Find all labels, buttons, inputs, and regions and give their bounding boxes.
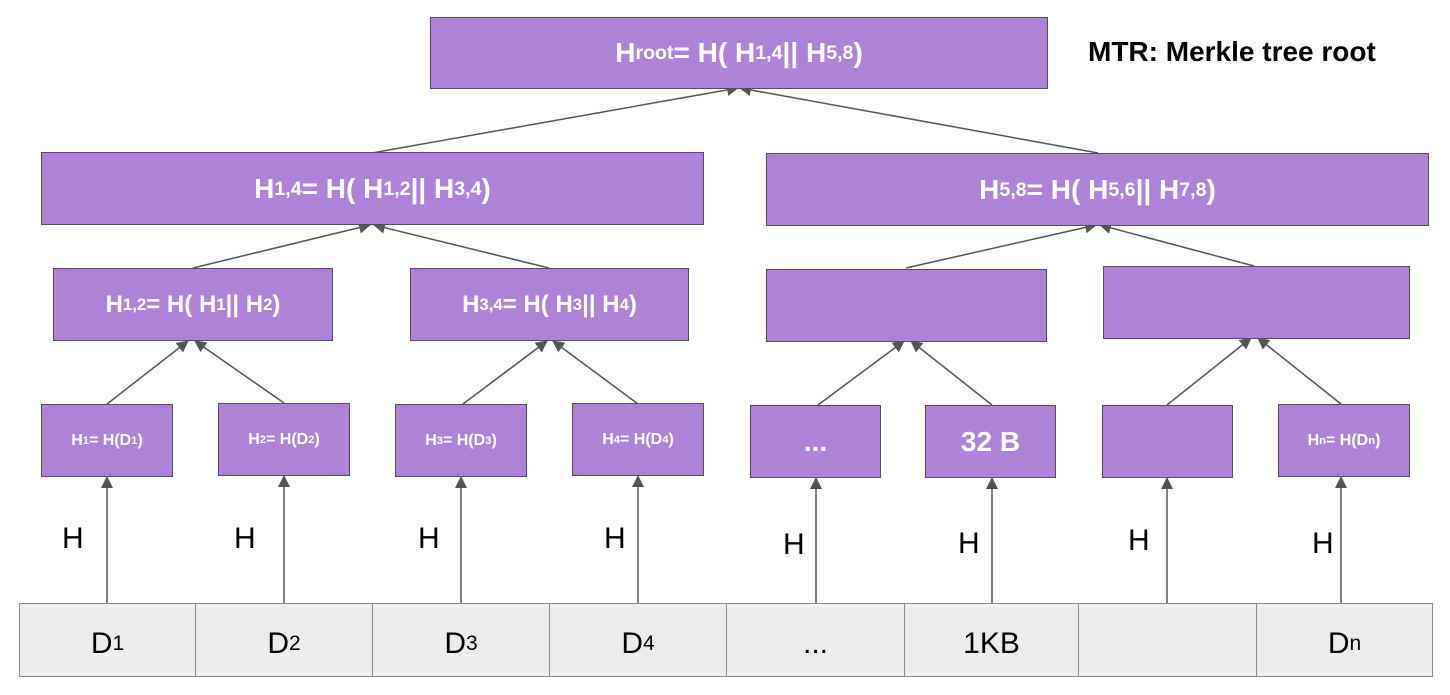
level2-node — [1103, 266, 1410, 339]
edge-l1a-to-root — [371, 84, 739, 154]
edge-l2c-to-l1b — [905, 221, 1097, 269]
data-block: ... — [726, 603, 905, 677]
level1-node: H 5,8 = H( H 5,6 || H 7,8 ) — [766, 153, 1429, 226]
edge-leaf3-to-l2b — [462, 340, 548, 405]
leaf-node: 32 B — [925, 405, 1056, 478]
data-block: 1KB — [904, 603, 1079, 677]
hash-label: H — [1128, 524, 1150, 557]
hash-label: H — [418, 522, 440, 555]
edge-l2d-to-l1b — [1099, 222, 1255, 267]
edge-leaf1-to-l2a — [106, 340, 189, 405]
edge-leaf7-to-l2d — [1166, 337, 1252, 406]
edge-leaf8-to-l2d — [1257, 337, 1342, 405]
edge-l2a-to-l1a — [192, 221, 371, 269]
hash-label: H — [234, 522, 256, 555]
leaf-node: H 4 = H(D 4) — [572, 403, 704, 476]
hash-label: H — [62, 522, 84, 555]
hash-label: H — [1312, 527, 1334, 560]
edge-leaf4-to-l2b — [552, 340, 639, 405]
edge-leaf6-to-l2c — [910, 340, 993, 406]
leaf-node: H 3 = H(D 3) — [395, 404, 527, 477]
edge-l1b-to-root — [739, 84, 1099, 154]
level1-node: H 1,4 = H( H 1,2 || H 3,4 ) — [41, 152, 704, 225]
leaf-node: H 1 = H(D 1) — [41, 404, 173, 477]
hash-label: H — [958, 527, 980, 560]
leaf-node: ... — [750, 405, 881, 478]
legend-title: MTR: Merkle tree root — [1088, 36, 1376, 67]
data-block — [1078, 603, 1257, 677]
edge-leaf5-to-l2c — [817, 340, 905, 406]
hash-label: H — [783, 528, 805, 561]
hash-label: H — [604, 522, 626, 555]
edge-leaf2-to-l2a — [194, 340, 285, 404]
leaf-node — [1102, 405, 1233, 478]
level2-node — [766, 269, 1047, 342]
edge-l2b-to-l1a — [373, 221, 550, 269]
leaf-node: H 2 = H(D 2) — [218, 403, 350, 476]
